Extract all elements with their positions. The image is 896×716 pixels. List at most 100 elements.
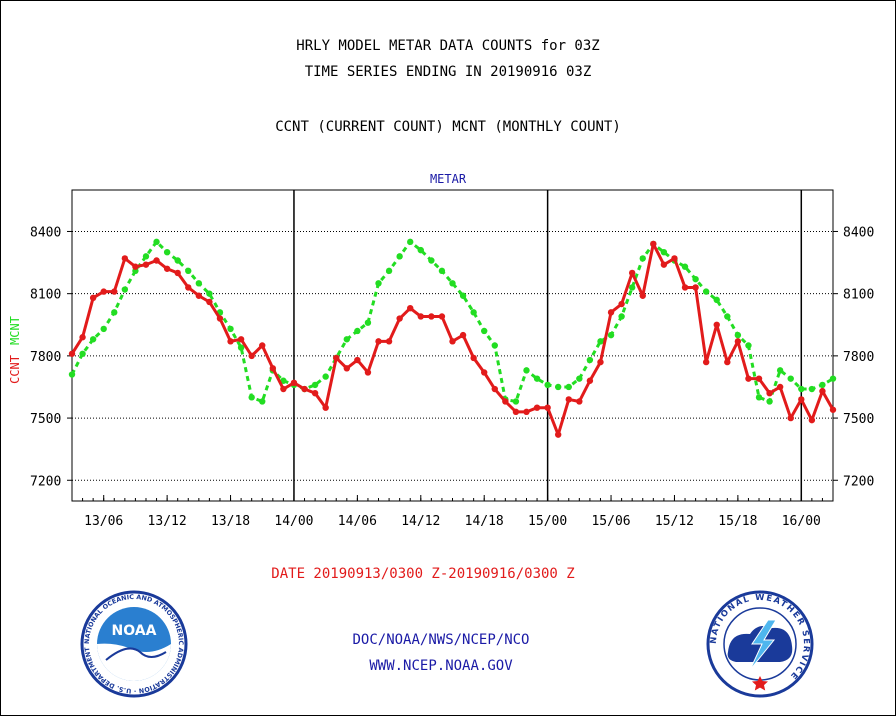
y-tick-label-left: 7500 [30, 412, 61, 427]
y-tick-label-right: 7800 [843, 350, 874, 365]
ccnt-data-point [618, 300, 625, 308]
ccnt-data-point [322, 404, 329, 411]
y-tick-label-right: 8400 [843, 225, 874, 240]
nws-logo: NATIONAL WEATHER SERVICE [706, 590, 814, 698]
ccnt-data-point [417, 313, 424, 320]
ccnt-data-point [237, 336, 245, 343]
ccnt-data-point [628, 269, 636, 277]
ccnt-data-point [111, 288, 118, 295]
y-axis-title: CCNT MCNT [8, 316, 22, 384]
ccnt-data-point [248, 352, 255, 360]
mcnt-data-point [713, 296, 720, 304]
y-tick-label-left: 8400 [30, 225, 61, 240]
ccnt-data-point [512, 408, 520, 416]
ccnt-data-point [586, 377, 594, 384]
website-link[interactable]: WWW.NCEP.NOAA.GOV [369, 658, 513, 674]
ccnt-data-point [89, 294, 97, 302]
ccnt-data-point [481, 369, 488, 376]
mcnt-data-point [100, 325, 107, 333]
mcnt-data-point [142, 253, 150, 260]
mcnt-data-point [766, 398, 773, 405]
mcnt-data-point [523, 367, 530, 374]
mcnt-data-point [470, 309, 477, 316]
ccnt-data-point [79, 334, 86, 341]
ccnt-data-point [745, 375, 752, 382]
mcnt-data-point [459, 292, 467, 299]
ccnt-data-point [829, 406, 837, 413]
ccnt-data-point [438, 313, 446, 320]
ccnt-data-point [364, 369, 372, 376]
x-tick-label: 14/00 [274, 514, 313, 529]
ccnt-data-point [660, 261, 668, 268]
ccnt-data-point [554, 431, 562, 438]
y-tick-label-left: 7800 [30, 350, 61, 365]
ccnt-data-point [692, 284, 699, 291]
mcnt-data-point [195, 280, 203, 287]
ccnt-data-point [724, 358, 731, 366]
mcnt-data-point [787, 375, 794, 382]
mcnt-data-point [628, 284, 636, 291]
ccnt-data-point [375, 338, 382, 345]
ccnt-data-point [755, 375, 763, 382]
ccnt-data-point [195, 292, 203, 299]
mcnt-data-point [554, 383, 562, 391]
ccnt-data-point [163, 265, 171, 272]
ccnt-data-point [333, 354, 340, 362]
chart-title-line-3: CCNT (CURRENT COUNT) MCNT (MONTHLY COUNT… [275, 119, 621, 135]
ccnt-data-point [385, 338, 393, 345]
ccnt-data-point [565, 396, 572, 403]
mcnt-data-point [343, 336, 351, 343]
ccnt-data-point [343, 365, 351, 372]
mcnt-data-point [565, 383, 572, 391]
mcnt-data-point [153, 238, 160, 246]
mcnt-data-point [702, 288, 710, 295]
ccnt-data-point [153, 257, 160, 264]
ccnt-data-point [576, 398, 583, 405]
ccnt-data-point [808, 416, 816, 424]
ccnt-data-point [216, 315, 224, 322]
ccnt-data-point [68, 350, 76, 357]
ccnt-data-point [407, 304, 414, 312]
mcnt-data-point [533, 375, 541, 382]
x-tick-label: 13/18 [211, 514, 250, 529]
ccnt-data-point [290, 379, 298, 387]
day-boundary-lines [293, 190, 803, 501]
ccnt-data-point [449, 338, 456, 345]
x-tick-label: 14/12 [401, 514, 440, 529]
mcnt-data-point [639, 255, 646, 262]
ccnt-data-point [597, 358, 604, 366]
mcnt-data-point [776, 367, 784, 374]
mcnt-data-point [111, 309, 118, 316]
ccnt-data-point [787, 414, 794, 422]
ccnt-data-point [269, 365, 277, 372]
mcnt-data-point [576, 375, 583, 382]
y-axis-title-ccnt: CCNT [8, 355, 22, 384]
time-series-chart: 13/06 13/12 13/18 14/00 14/06 14/12 14/18 15/00… [8, 189, 874, 529]
x-tick-label: 14/06 [338, 514, 377, 529]
mcnt-data-point [597, 338, 604, 345]
mcnt-data-point [798, 385, 805, 393]
date-range-label: DATE 20190913/0300 Z-20190916/0300 Z [271, 566, 575, 582]
mcnt-data-point [607, 331, 615, 339]
plot-title: METAR [429, 172, 467, 186]
mcnt-data-point [438, 267, 446, 275]
x-tick-label: 15/06 [591, 514, 630, 529]
ccnt-data-point [681, 284, 689, 291]
ccnt-data-point [280, 385, 287, 393]
ccnt-data-point [174, 269, 181, 277]
ccnt-data-point [185, 284, 192, 291]
mcnt-data-point [819, 381, 826, 389]
mcnt-data-point [248, 394, 255, 401]
mcnt-data-point [163, 249, 171, 256]
x-tick-label: 13/06 [84, 514, 123, 529]
mcnt-data-point [586, 356, 594, 364]
y-tick-label-right: 7500 [843, 412, 874, 427]
mcnt-data-point [185, 267, 192, 275]
mcnt-data-point [681, 263, 689, 270]
mcnt-series-line [70, 240, 834, 403]
mcnt-data-point [745, 342, 752, 349]
noaa-logo-text: NOAA [112, 623, 157, 639]
y-tick-label-left: 7200 [30, 474, 61, 489]
mcnt-data-point [724, 313, 731, 320]
mcnt-data-point [660, 249, 668, 256]
